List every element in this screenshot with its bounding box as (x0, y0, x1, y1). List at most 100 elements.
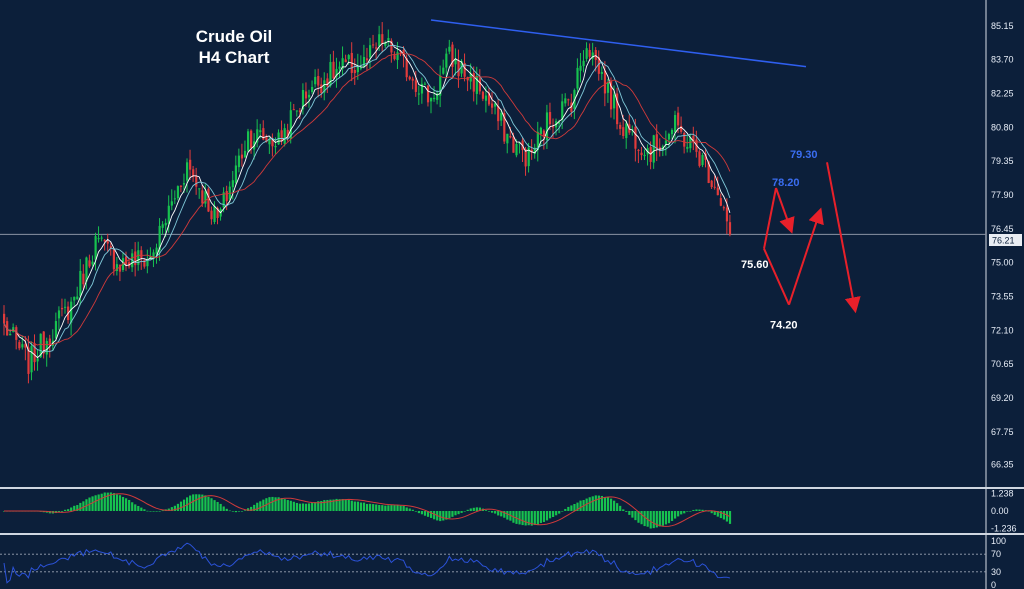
candle-body (683, 132, 686, 147)
candle-body (283, 128, 286, 144)
macd-bar (243, 510, 247, 511)
candle-body (637, 149, 640, 151)
candle-body (280, 130, 283, 142)
macd-bar (548, 511, 552, 519)
candle-body (304, 91, 308, 99)
candle-body (405, 58, 408, 78)
candle-body (530, 149, 533, 153)
macd-bar (658, 511, 661, 527)
candle-body (344, 59, 347, 63)
macd-bar (301, 503, 305, 511)
current-price-label: 76.21 (989, 234, 1022, 246)
candle-body (311, 86, 314, 92)
price-tick-label: 82.25 (991, 89, 1014, 99)
candle-body (600, 71, 603, 74)
candle-body (542, 130, 546, 138)
candle-body (460, 61, 463, 74)
candle-body (414, 80, 417, 92)
macd-bar (570, 505, 573, 511)
macd-bar (606, 497, 610, 511)
candle-body (655, 134, 658, 150)
macd-bar (192, 494, 195, 511)
candle-body (451, 44, 454, 67)
candle-body (393, 55, 396, 60)
macd-bar (521, 511, 524, 526)
macd-bar (722, 511, 725, 520)
candle-body (274, 145, 277, 148)
annotation-label: 74.20 (770, 320, 798, 332)
candle-body (524, 149, 527, 167)
macd-bar (442, 511, 445, 521)
candle-body (234, 165, 237, 183)
macd-bar (625, 511, 628, 512)
candle-body (448, 46, 451, 52)
candle-body (140, 250, 143, 258)
candle-body (365, 58, 369, 61)
candle-body (362, 56, 366, 67)
macd-bar (536, 511, 539, 525)
candle-body (588, 50, 591, 57)
macd-bar (545, 511, 549, 521)
macd-bar (344, 499, 347, 511)
macd-bar (100, 493, 103, 511)
candle-body (64, 306, 67, 308)
macd-bar (280, 498, 283, 511)
macd-bar (454, 511, 457, 516)
candle-body (426, 85, 430, 103)
macd-bar (60, 511, 64, 512)
candle-body (115, 264, 119, 272)
macd-bar (329, 499, 332, 511)
macd-bar (375, 504, 378, 511)
macd-bar (320, 501, 323, 511)
macd-bar (594, 495, 597, 511)
macd-bar (695, 509, 698, 511)
macd-bar (591, 496, 594, 511)
annotation-label: 79.30 (790, 149, 818, 161)
price-panel: 85.15 83.70 82.25 80.80 79.35 77.90 76.45 75.00… (0, 19, 1022, 470)
macd-bar (634, 511, 637, 521)
macd-bar (170, 507, 173, 511)
candle-body (381, 34, 384, 44)
candle-body (680, 126, 683, 132)
macd-bar (198, 494, 201, 511)
macd-bar (649, 511, 652, 529)
macd-bar (460, 511, 463, 513)
macd-bar (701, 509, 704, 511)
candle-body (94, 236, 97, 260)
candle-body (411, 78, 414, 81)
macd-bar (271, 496, 274, 511)
candle-body (240, 154, 244, 159)
candle-body (356, 65, 359, 73)
candle-body (670, 129, 674, 135)
candle-body (60, 307, 64, 310)
macd-bar (125, 498, 128, 511)
macd-bar (97, 494, 100, 511)
macd-bar (515, 511, 518, 524)
macd-bar (82, 501, 85, 511)
macd-bar (155, 511, 158, 512)
candle-body (454, 58, 457, 65)
candle-body (436, 93, 439, 100)
macd-bar (326, 499, 329, 511)
candle-body (97, 238, 100, 240)
macd-bar (387, 505, 390, 511)
macd-bar (683, 511, 686, 514)
candle-body (698, 151, 701, 166)
macd-bar (433, 511, 436, 520)
price-tick-label: 70.65 (991, 359, 1014, 369)
candle-body (262, 128, 265, 140)
candle-body (539, 127, 542, 135)
price-tick-label: 66.35 (991, 460, 1014, 470)
macd-bar (57, 511, 61, 513)
macd-bar (393, 505, 396, 511)
macd-bar (405, 507, 408, 511)
candle-body (222, 192, 225, 208)
rsi-tick-label: 30 (991, 567, 1001, 577)
macd-bar (664, 511, 668, 525)
macd-bar (430, 511, 433, 518)
macd-bar (259, 501, 262, 511)
macd-signal-line (4, 493, 731, 527)
macd-bar (158, 510, 161, 512)
macd-bar (451, 511, 454, 517)
